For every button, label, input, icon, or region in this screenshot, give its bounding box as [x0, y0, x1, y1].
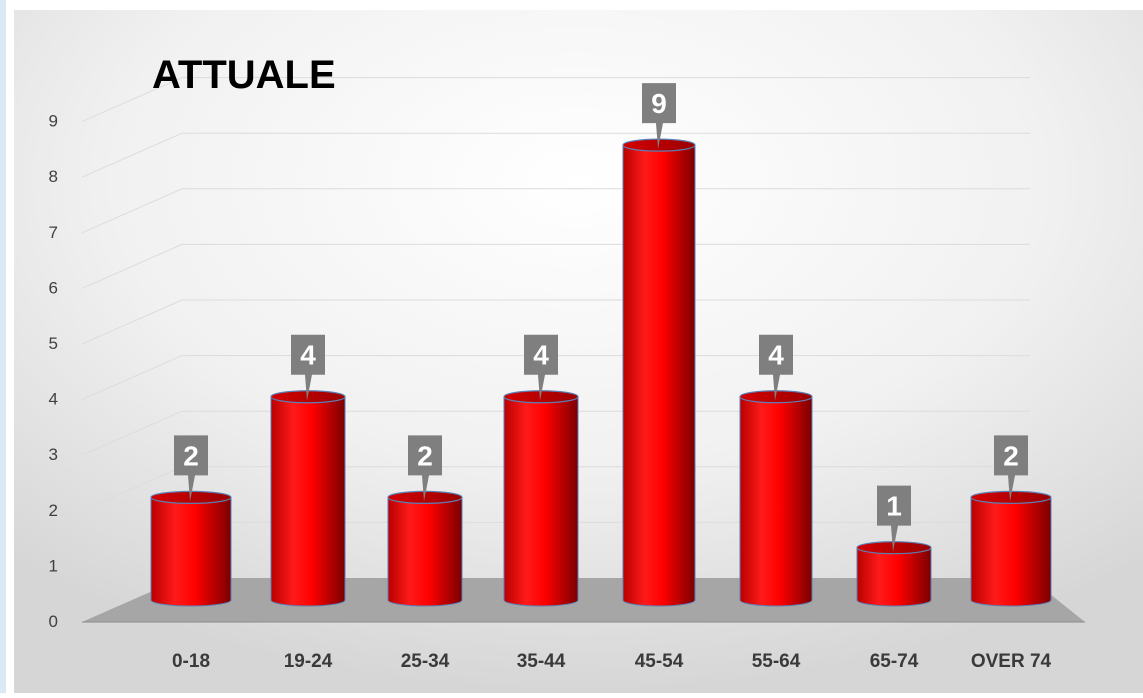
left-border-strip — [0, 0, 6, 693]
data-label: 1 — [886, 491, 902, 522]
data-label-callout: 4 — [291, 334, 325, 401]
data-label-box — [291, 334, 325, 401]
data-label: 2 — [1003, 440, 1019, 471]
y-tick-label: 0 — [49, 612, 58, 631]
data-label: 4 — [768, 340, 784, 371]
gridline — [81, 299, 1030, 345]
x-tick-label: 25-34 — [401, 651, 450, 672]
bar-OVER 74 — [970, 490, 1052, 607]
data-label: 2 — [183, 440, 199, 471]
gridline — [81, 243, 1030, 289]
data-label-callout: 2 — [174, 435, 208, 502]
data-label-box — [877, 485, 911, 552]
bars — [150, 138, 1052, 607]
bar-45-54 — [622, 138, 696, 607]
bar-body — [503, 396, 579, 607]
y-tick-label: 8 — [49, 167, 58, 186]
data-label: 2 — [417, 440, 433, 471]
data-label-box — [759, 334, 793, 401]
y-tick-label: 2 — [49, 501, 58, 520]
bar-body — [270, 396, 346, 607]
y-tick-label: 6 — [49, 278, 58, 297]
x-tick-label: 0-18 — [172, 651, 210, 672]
x-tick-label: 55-64 — [752, 651, 801, 672]
y-tick-label: 5 — [49, 334, 58, 353]
bar-55-64 — [739, 390, 813, 607]
x-axis: 0-18 19-24 25-34 35-44 45-54 55-64 65-74 OVER 7… — [172, 651, 1052, 672]
bar-0-18 — [150, 490, 232, 607]
y-tick-label: 3 — [49, 445, 58, 464]
data-label: 4 — [533, 340, 549, 371]
bar-body — [622, 144, 696, 607]
y-tick-label: 9 — [49, 112, 58, 131]
gridline — [81, 188, 1030, 234]
data-label-callout: 4 — [524, 334, 558, 401]
data-label-callout: 2 — [408, 435, 442, 502]
data-label-callout: 9 — [642, 83, 676, 150]
data-label: 9 — [651, 88, 667, 119]
bar-35-44 — [503, 390, 579, 607]
x-tick-label: OVER 74 — [971, 651, 1052, 672]
data-label-box — [994, 435, 1028, 502]
data-label-callout: 4 — [759, 334, 793, 401]
data-label: 4 — [300, 340, 316, 371]
bar-body — [150, 496, 232, 607]
data-label-callout: 1 — [877, 485, 911, 552]
data-label-callout: 2 — [994, 435, 1028, 502]
bar-25-34 — [387, 490, 463, 607]
bar-body — [856, 547, 932, 607]
y-axis: 0 1 2 3 4 5 6 7 8 9 — [49, 112, 58, 631]
data-label-box — [174, 435, 208, 502]
chart-title: ATTUALE — [152, 53, 336, 97]
bar-19-24 — [270, 390, 346, 607]
bar-65-74 — [856, 541, 932, 607]
gridline — [81, 77, 1030, 123]
bar-body — [970, 496, 1052, 607]
chart-floor — [82, 578, 1085, 622]
data-label-box — [642, 83, 676, 150]
x-tick-label: 19-24 — [284, 651, 333, 672]
gridline — [81, 355, 1030, 401]
y-tick-label: 7 — [49, 223, 58, 242]
data-label-box — [408, 435, 442, 502]
bar-body — [387, 496, 463, 607]
x-tick-label: 35-44 — [517, 651, 566, 672]
y-tick-label: 1 — [49, 556, 58, 575]
data-label-box — [524, 334, 558, 401]
gridline — [81, 132, 1030, 178]
bar-body — [739, 396, 813, 607]
x-tick-label: 65-74 — [870, 651, 919, 672]
data-labels: 2 4 2 4 9 4 1 2 — [174, 83, 1028, 552]
x-tick-label: 45-54 — [635, 651, 684, 672]
y-tick-label: 4 — [49, 390, 58, 409]
